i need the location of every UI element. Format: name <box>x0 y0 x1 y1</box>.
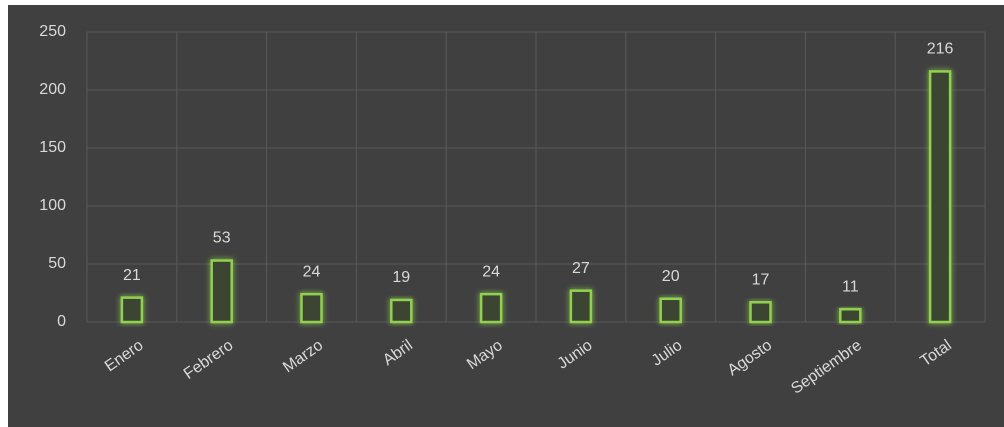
y-tick-label: 250 <box>39 23 66 40</box>
bar <box>210 259 233 324</box>
y-tick-label: 50 <box>48 255 66 272</box>
bar <box>839 307 862 324</box>
bar <box>390 298 413 324</box>
data-label: 24 <box>303 263 321 280</box>
y-tick-label: 100 <box>39 197 66 214</box>
data-label: 21 <box>123 267 141 284</box>
bar <box>120 296 144 324</box>
y-tick-label: 0 <box>57 313 66 330</box>
data-label: 24 <box>482 263 500 280</box>
bar <box>300 292 323 324</box>
data-label: 17 <box>752 271 770 288</box>
bar <box>928 70 952 324</box>
y-tick-label: 200 <box>39 81 66 98</box>
bar <box>569 289 593 324</box>
bar <box>749 301 772 324</box>
bar <box>659 297 682 324</box>
data-label: 19 <box>392 269 410 286</box>
bar <box>479 292 503 324</box>
chart-background <box>8 5 1004 427</box>
data-label: 11 <box>842 278 859 295</box>
data-label: 27 <box>572 260 590 277</box>
data-label: 216 <box>927 41 954 58</box>
data-label: 20 <box>662 268 680 285</box>
y-tick-label: 150 <box>39 139 66 156</box>
data-label: 53 <box>213 230 231 247</box>
